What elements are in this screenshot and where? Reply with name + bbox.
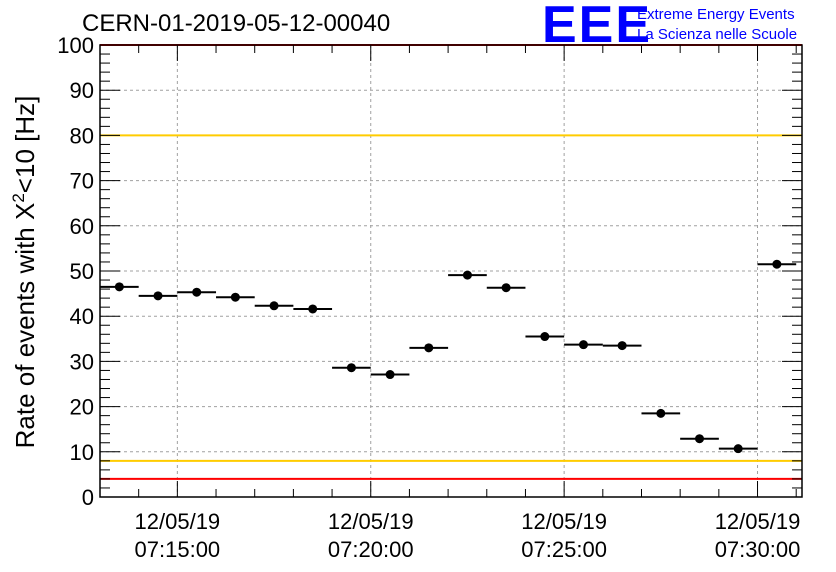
data-point-marker bbox=[733, 444, 743, 454]
data-point-marker bbox=[230, 292, 240, 302]
data-point bbox=[332, 363, 371, 373]
data-points bbox=[100, 259, 797, 454]
eee-logo-line2: La Scienza nelle Scuole bbox=[637, 26, 797, 43]
data-point-marker bbox=[540, 332, 550, 342]
data-point-marker bbox=[192, 287, 202, 297]
x-tick-label-time: 07:25:00 bbox=[521, 537, 607, 562]
data-point-marker bbox=[308, 304, 318, 314]
data-point-marker bbox=[462, 270, 472, 280]
data-point-marker bbox=[578, 340, 588, 350]
data-point bbox=[293, 304, 333, 314]
data-point bbox=[370, 370, 410, 380]
grid-lines bbox=[100, 45, 802, 497]
x-tick-label-date: 12/05/19 bbox=[715, 509, 801, 534]
data-point-marker bbox=[656, 408, 666, 418]
plot-frame bbox=[99, 44, 803, 498]
y-tick-label: 100 bbox=[57, 33, 94, 58]
data-point-marker bbox=[695, 434, 705, 444]
x-tick-labels: 12/05/19 07:15:00 12/05/19 07:20:00 12/05/19… bbox=[135, 509, 801, 562]
data-point-marker bbox=[617, 341, 627, 351]
x-tick-label-date: 12/05/19 bbox=[328, 509, 414, 534]
chart-title: CERN-01-2019-05-12-00040 bbox=[82, 10, 390, 37]
data-point-marker bbox=[501, 283, 511, 293]
data-point bbox=[177, 287, 217, 297]
data-point bbox=[602, 341, 642, 351]
x-tick-label-date: 12/05/19 bbox=[521, 509, 607, 534]
data-point bbox=[718, 444, 758, 454]
data-point bbox=[216, 292, 255, 302]
data-point bbox=[680, 434, 719, 444]
data-point bbox=[757, 259, 797, 269]
eee-logo-line1: Extreme Energy Events bbox=[637, 6, 795, 23]
reference-lines bbox=[100, 44, 802, 480]
data-point bbox=[448, 270, 487, 280]
x-tick-label-date: 12/05/19 bbox=[135, 509, 221, 534]
data-point-marker bbox=[153, 291, 163, 301]
data-point-marker bbox=[385, 370, 395, 380]
data-point bbox=[100, 282, 139, 292]
data-point-marker bbox=[424, 343, 434, 353]
data-point-marker bbox=[346, 363, 356, 373]
x-tick-label-time: 07:30:00 bbox=[715, 537, 801, 562]
data-point-marker bbox=[114, 282, 124, 292]
y-tick-label: 20 bbox=[70, 395, 94, 420]
y-tick-label: 70 bbox=[70, 169, 94, 194]
x-tick-label-time: 07:15:00 bbox=[135, 537, 221, 562]
y-tick-label: 30 bbox=[70, 349, 94, 374]
x-tick-label-time: 07:20:00 bbox=[328, 537, 414, 562]
y-tick-label: 10 bbox=[70, 440, 94, 465]
data-point bbox=[409, 343, 449, 353]
y-tick-labels: 0 10 20 30 40 50 60 70 80 90 100 bbox=[57, 33, 94, 510]
data-point bbox=[641, 408, 681, 418]
eee-logo: EEE Extreme Energy Events La Scienza nel… bbox=[542, 0, 797, 54]
data-point-marker bbox=[772, 259, 782, 269]
data-point bbox=[525, 332, 565, 342]
y-tick-label: 40 bbox=[70, 304, 94, 329]
y-tick-label: 50 bbox=[70, 259, 94, 284]
y-tick-label: 90 bbox=[70, 78, 94, 103]
data-point bbox=[138, 291, 178, 301]
data-point bbox=[486, 283, 526, 293]
y-tick-label: 80 bbox=[70, 123, 94, 148]
y-tick-label: 60 bbox=[70, 214, 94, 239]
y-tick-label: 0 bbox=[82, 485, 94, 510]
data-point bbox=[254, 301, 294, 311]
data-point-marker bbox=[269, 301, 279, 311]
data-point bbox=[564, 340, 603, 350]
y-axis-label: Rate of events with X2<10 [Hz] bbox=[9, 96, 40, 449]
